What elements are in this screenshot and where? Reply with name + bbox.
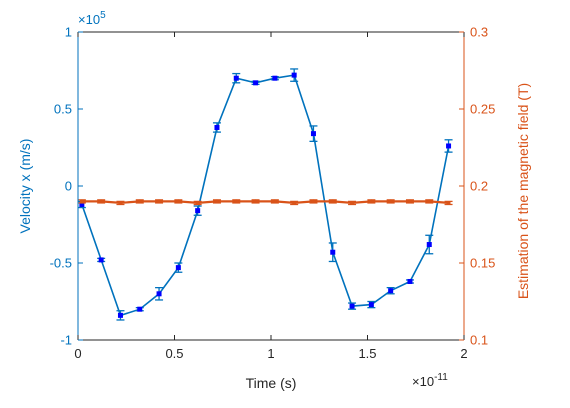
field-data-point [388,199,393,204]
field-data-point [253,199,258,204]
field-data-point [311,199,316,204]
field-data-point [176,199,181,204]
x-tick-label: 1.5 [358,346,376,361]
velocity-data-point [98,257,104,263]
field-data-point [427,199,432,204]
velocity-data-point [195,208,201,214]
velocity-series-line [81,74,450,317]
y-left-tick-label: -0.5 [50,256,72,271]
velocity-data-point [175,265,181,271]
velocity-data-point [349,303,355,309]
y-right-tick-label: 0.1 [470,333,488,348]
field-data-point [330,199,335,204]
field-data-point [157,199,162,204]
field-data-point [272,199,277,204]
chart-marks [77,68,453,321]
field-data-point [292,200,297,205]
velocity-data-point [426,242,432,248]
field-data-point [137,199,142,204]
velocity-data-point [330,249,336,255]
y-left-axis-exponent-base: ×10 [78,12,100,27]
velocity-data-point [156,291,162,297]
field-data-point [214,199,219,204]
y-left-tick-label: 1 [65,25,72,40]
field-data-point [369,199,374,204]
y-right-tick-label: 0.25 [470,102,495,117]
y-right-tick-label: 0.15 [470,256,495,271]
x-axis-exponent-power: -11 [434,372,448,383]
velocity-data-point [233,75,239,81]
velocity-data-point [407,278,413,284]
velocity-data-point [291,72,297,78]
velocity-data-point [310,131,316,137]
velocity-data-point [368,302,374,308]
y-left-tick-label: 0.5 [54,102,72,117]
velocity-data-point [137,306,143,312]
field-data-point [195,200,200,205]
field-data-point [407,199,412,204]
field-data-point [234,199,239,204]
velocity-data-point [272,75,278,81]
chart-axes: 0 0.5 1 1.5 2 -1 -0.5 0 0.5 1 0.1 0.15 0.2 0.25 0.3 [50,25,496,362]
y-left-axis-exponent: ×105 [78,10,106,27]
x-tick-label: 0 [74,346,81,361]
velocity-data-point [446,143,452,149]
velocity-data-point [117,312,123,318]
velocity-data-point [214,124,220,130]
velocity-data-point [253,80,259,86]
field-series-line [81,200,449,205]
y-left-axis-title: Velocity x (m/s) [17,139,33,234]
y-right-tick-label: 0.2 [470,179,488,194]
x-axis-exponent-base: ×10 [412,374,434,389]
x-axis-title: Time (s) [246,375,297,391]
field-data-point [99,199,104,204]
y-left-axis-exponent-power: 5 [100,10,106,21]
field-data-point [446,200,451,205]
y-right-tick-label: 0.3 [470,25,488,40]
field-data-point [118,200,123,205]
velocity-data-point [79,201,85,207]
x-tick-label: 1 [267,346,274,361]
velocity-data-point [388,288,394,294]
y-left-tick-label: 0 [65,179,72,194]
x-tick-label: 2 [460,346,467,361]
y-right-axis-title: Estimation of the magnetic field (T) [515,83,531,299]
x-axis-exponent: ×10-11 [412,372,448,389]
y-left-tick-label: -1 [60,333,72,348]
field-data-point [79,199,84,204]
field-data-point [350,200,355,205]
x-tick-label: 0.5 [165,346,183,361]
